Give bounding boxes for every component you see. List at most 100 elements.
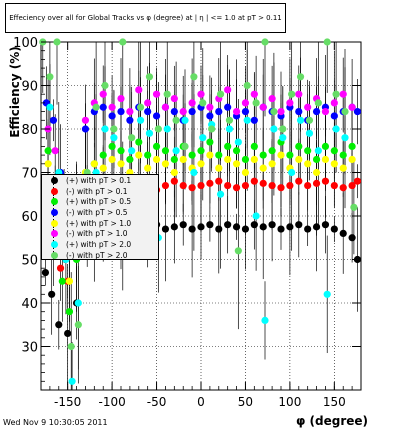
data-point — [250, 177, 258, 185]
data-point — [74, 299, 82, 307]
data-point — [152, 142, 161, 150]
data-point — [250, 221, 258, 229]
data-point — [270, 108, 278, 116]
legend-marker — [42, 250, 66, 260]
data-point — [241, 155, 250, 164]
data-point — [161, 103, 170, 111]
data-point — [286, 99, 294, 107]
y-tick-label: 100 — [13, 36, 38, 51]
data-point — [170, 177, 178, 185]
data-point — [339, 164, 347, 172]
data-point — [314, 147, 322, 155]
data-point — [259, 151, 267, 159]
data-point — [110, 125, 118, 133]
footer-timestamp: Wed Nov 9 10:30:05 2011 — [3, 418, 108, 427]
legend-entry: (-) with pT > 0.5 — [42, 207, 158, 218]
data-point — [55, 321, 63, 329]
data-point — [286, 181, 294, 190]
data-point — [161, 225, 170, 233]
data-point — [321, 108, 330, 116]
data-point — [126, 108, 134, 116]
data-point — [288, 90, 296, 98]
legend-list: (+) with pT > 0.1 (-) with pT > 0.1 (+) wi… — [42, 175, 158, 261]
data-point — [339, 229, 347, 237]
data-point — [341, 134, 349, 142]
data-point — [225, 125, 234, 133]
legend-label: (+) with pT > 2.0 — [66, 239, 132, 249]
data-point — [304, 103, 312, 111]
data-point — [179, 155, 187, 164]
data-point — [136, 116, 145, 124]
data-point — [64, 329, 72, 338]
data-point — [99, 90, 107, 98]
data-point — [144, 99, 152, 107]
data-point — [49, 116, 58, 124]
data-point — [225, 116, 234, 124]
data-point — [323, 38, 331, 46]
legend-entry: (+) with pT > 0.1 — [42, 175, 158, 186]
data-point — [170, 94, 178, 103]
data-point — [232, 108, 241, 116]
data-point — [241, 99, 250, 107]
data-point — [234, 247, 242, 255]
data-point — [241, 108, 250, 116]
data-point — [270, 125, 278, 133]
data-point — [110, 134, 118, 142]
x-axis-title: φ (degree) — [295, 414, 368, 428]
data-point — [51, 147, 59, 155]
data-point — [145, 73, 154, 81]
data-point — [99, 103, 107, 111]
y-tick-label: 30 — [21, 341, 38, 356]
data-point — [279, 125, 287, 133]
x-tick-label: 150 — [323, 395, 346, 409]
data-point — [330, 147, 338, 155]
data-point — [199, 99, 207, 107]
x-tick-label: 50 — [238, 395, 253, 409]
data-point — [250, 142, 258, 150]
y-tick-label: 80 — [21, 123, 38, 138]
data-point — [197, 181, 205, 190]
data-point — [44, 147, 52, 155]
data-point — [128, 147, 136, 155]
data-point — [348, 234, 356, 242]
data-point — [295, 90, 303, 98]
data-point — [199, 134, 207, 142]
data-point — [216, 190, 225, 198]
data-point — [181, 142, 189, 150]
data-point — [277, 108, 285, 116]
data-point — [321, 177, 330, 185]
data-point — [144, 164, 152, 172]
data-point — [99, 151, 107, 159]
data-point — [46, 103, 54, 111]
data-point — [197, 90, 205, 98]
data-point — [268, 94, 276, 103]
data-point — [321, 142, 330, 150]
legend-entry: (-) with pT > 1.0 — [42, 228, 158, 239]
y-tick-label: 50 — [21, 254, 38, 269]
x-tick-label: -150 — [54, 395, 81, 409]
data-point — [296, 73, 305, 81]
data-point — [206, 179, 214, 187]
data-point — [92, 103, 100, 111]
data-point — [295, 177, 303, 185]
data-point — [304, 147, 312, 155]
data-point — [305, 129, 314, 137]
data-point — [181, 116, 189, 124]
data-point — [259, 103, 267, 111]
legend-label: (-) with pT > 1.0 — [66, 229, 128, 239]
data-point — [197, 160, 205, 168]
legend-marker — [42, 186, 66, 196]
data-point — [268, 147, 276, 155]
data-point — [304, 181, 312, 190]
data-point — [67, 342, 75, 351]
data-point — [190, 73, 198, 81]
data-point — [330, 99, 338, 107]
data-point — [53, 38, 61, 46]
data-point — [117, 94, 125, 103]
data-point — [215, 225, 223, 233]
data-point — [215, 151, 223, 159]
data-point — [250, 155, 258, 164]
data-point — [286, 151, 294, 159]
data-point — [190, 168, 198, 177]
data-point — [81, 116, 90, 124]
